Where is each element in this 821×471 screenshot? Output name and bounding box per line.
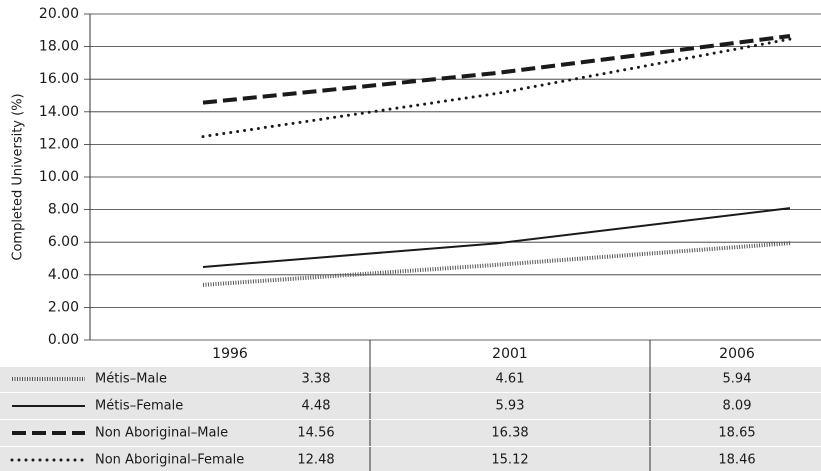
legend-label: Non Aboriginal–Male xyxy=(95,426,228,441)
series-line xyxy=(202,207,791,268)
x-tick-label: 2006 xyxy=(719,346,755,362)
table-value: 18.65 xyxy=(718,426,755,441)
y-tick-label: 8.00 xyxy=(48,202,79,218)
y-tick-label: 16.00 xyxy=(39,71,79,87)
table-value: 18.46 xyxy=(718,453,755,468)
y-tick-label: 2.00 xyxy=(48,299,79,315)
y-tick-label: 18.00 xyxy=(39,39,79,55)
table-value: 16.38 xyxy=(491,426,528,441)
series-line xyxy=(202,241,791,287)
x-tick-label: 2001 xyxy=(492,346,528,362)
table-value: 12.48 xyxy=(297,453,334,468)
table-value: 4.48 xyxy=(302,399,331,414)
table-value: 8.09 xyxy=(723,399,752,414)
series-line xyxy=(202,34,791,105)
table-value: 14.56 xyxy=(297,426,334,441)
y-tick-label: 0.00 xyxy=(48,332,79,348)
y-tick-label: 12.00 xyxy=(39,136,79,152)
table-value: 4.61 xyxy=(496,372,525,387)
y-tick-label: 10.00 xyxy=(39,169,79,185)
y-axis-label: Completed University (%) xyxy=(11,93,26,260)
table-value: 15.12 xyxy=(491,453,528,468)
series-line xyxy=(201,37,792,139)
table-value: 3.38 xyxy=(302,372,331,387)
y-tick-label: 6.00 xyxy=(48,234,79,250)
y-tick-label: 20.00 xyxy=(39,6,79,22)
legend-label: Métis–Female xyxy=(95,399,183,414)
y-tick-label: 4.00 xyxy=(48,267,79,283)
table-value: 5.93 xyxy=(496,399,525,414)
legend-label: Métis–Male xyxy=(95,372,167,387)
y-tick-label: 14.00 xyxy=(39,104,79,120)
table-value: 5.94 xyxy=(723,372,752,387)
legend-label: Non Aboriginal–Female xyxy=(95,453,244,468)
x-tick-label: 1996 xyxy=(212,346,248,362)
